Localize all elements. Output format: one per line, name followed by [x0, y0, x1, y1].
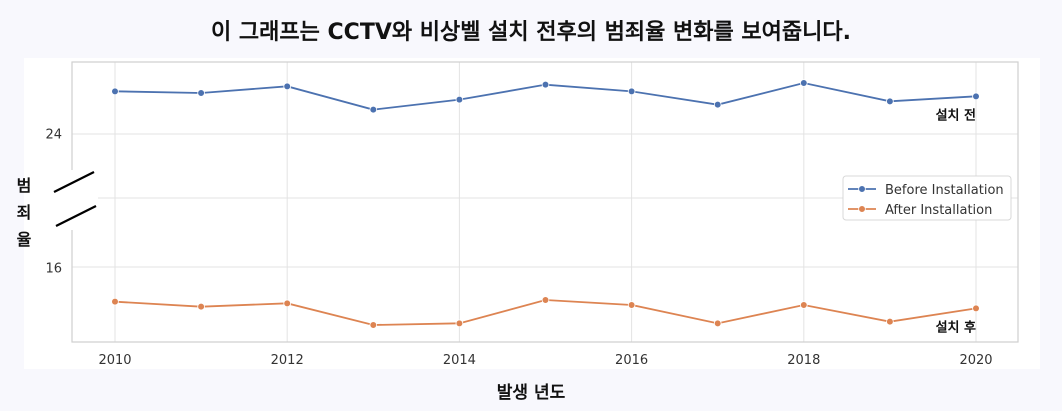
- data-point: [455, 95, 464, 104]
- data-point: [283, 299, 292, 308]
- data-point: [627, 87, 636, 96]
- data-point: [369, 321, 378, 329]
- data-point: [197, 302, 205, 311]
- data-point: [799, 79, 808, 87]
- data-point: [886, 317, 894, 326]
- data-point: [541, 296, 550, 304]
- x-axis-label: 발생 년도: [496, 383, 566, 403]
- y-axis-label: 범죄율: [16, 176, 32, 249]
- axis-break-gap: [52, 170, 98, 230]
- series-end-label: 설치 후: [936, 319, 976, 335]
- x-tick-label: 2020: [959, 353, 992, 368]
- data-point: [369, 105, 378, 114]
- axis-ticks: 2010 2012 2014 2016 2018 2020 24 16: [45, 128, 992, 368]
- legend-marker: [858, 185, 866, 193]
- data-point: [627, 301, 636, 309]
- data-point: [799, 301, 808, 309]
- data-point: [541, 80, 550, 89]
- axis-break-marker: [52, 170, 98, 230]
- data-point: [197, 89, 205, 97]
- data-point: [713, 100, 722, 109]
- legend-marker: [858, 205, 866, 213]
- chart-title: 이 그래프는 CCTV와 비상벨 설치 전후의 범죄율 변화를 보여줍니다.: [211, 20, 851, 45]
- x-tick-label: 2018: [787, 353, 820, 368]
- x-tick-label: 2016: [615, 353, 648, 368]
- data-point: [111, 297, 119, 306]
- data-point: [455, 319, 464, 328]
- data-point: [713, 319, 722, 328]
- series-end-label: 설치 전: [936, 107, 976, 123]
- data-point: [886, 97, 894, 106]
- legend: Before Installation After Installation: [842, 175, 1012, 221]
- legend-box: [842, 175, 1012, 221]
- axis-break-slash-bottom: [55, 205, 97, 227]
- data-point: [972, 92, 980, 101]
- data-point: [283, 82, 292, 91]
- x-tick-label: 2014: [443, 353, 476, 368]
- legend-label: After Installation: [885, 203, 992, 218]
- x-tick-label: 2012: [271, 353, 304, 368]
- data-point: [972, 304, 980, 313]
- data-point: [111, 87, 119, 96]
- axis-break-slash-top: [53, 171, 95, 193]
- x-tick-label: 2010: [98, 353, 131, 368]
- series-lines: 설치 전설치 후: [111, 79, 980, 335]
- grid-lines: [72, 62, 1018, 342]
- legend-label: Before Installation: [885, 183, 1004, 198]
- y-tick-label: 16: [45, 261, 62, 276]
- y-tick-label: 24: [45, 128, 62, 143]
